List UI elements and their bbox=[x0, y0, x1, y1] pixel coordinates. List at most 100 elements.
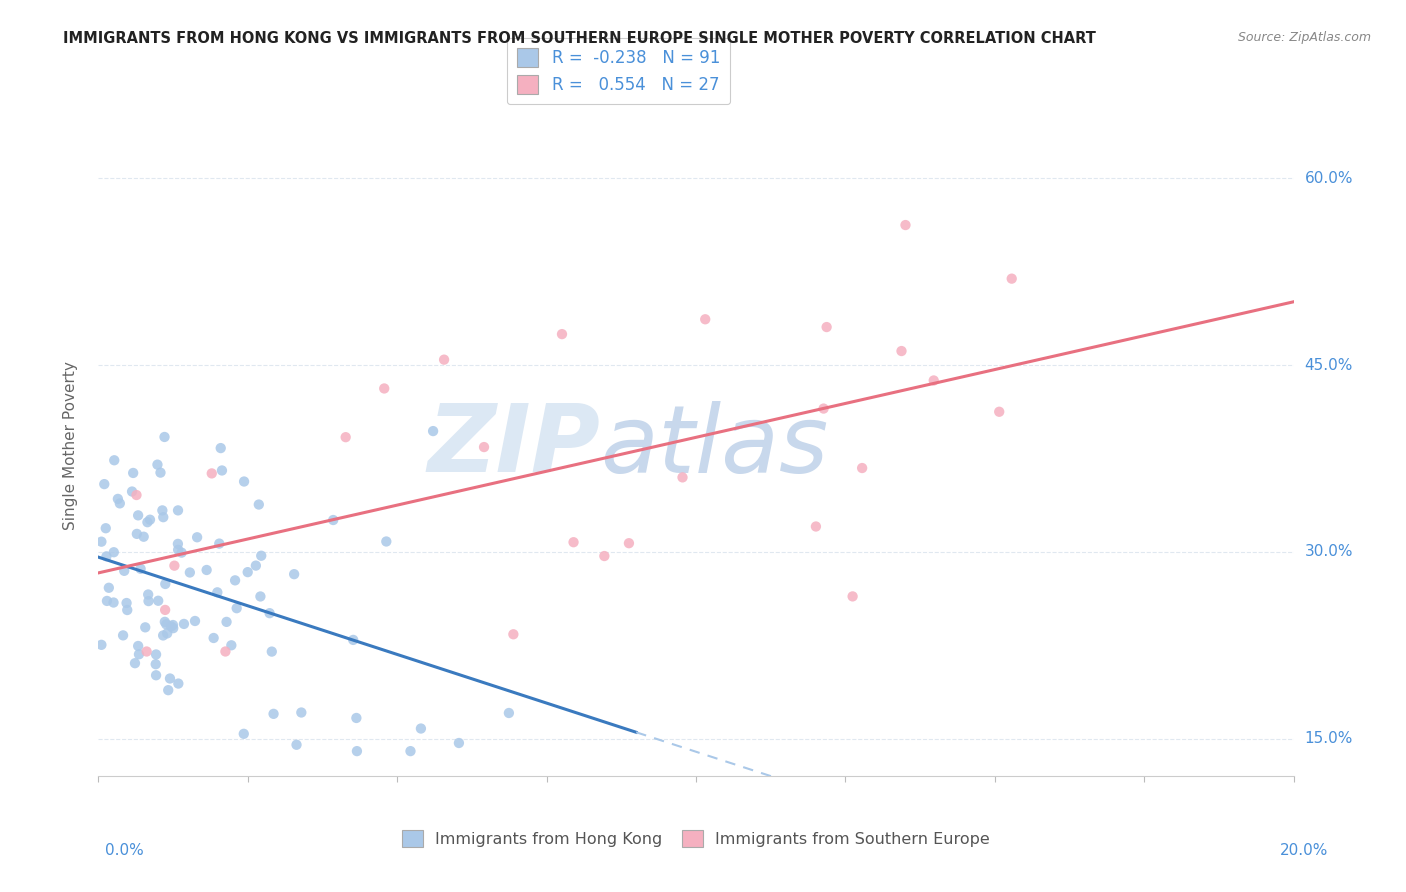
Point bbox=[136, 587, 159, 601]
Y-axis label: Single Mother Poverty: Single Mother Poverty bbox=[63, 361, 77, 531]
Point bbox=[433, 352, 456, 367]
Point bbox=[129, 562, 152, 576]
Point bbox=[145, 657, 167, 672]
Point bbox=[851, 461, 873, 475]
Point bbox=[107, 491, 129, 506]
Point bbox=[139, 513, 162, 527]
Point bbox=[562, 535, 585, 549]
Text: ZIP: ZIP bbox=[427, 400, 600, 492]
Point bbox=[112, 564, 135, 578]
Point bbox=[202, 631, 225, 645]
Point bbox=[167, 503, 190, 517]
Point bbox=[695, 312, 717, 326]
Point bbox=[127, 639, 149, 653]
Point bbox=[138, 594, 160, 608]
Point bbox=[153, 603, 176, 617]
Point bbox=[136, 515, 159, 529]
Point bbox=[153, 430, 176, 444]
Point bbox=[409, 722, 432, 736]
Point bbox=[179, 566, 201, 580]
Text: Source: ZipAtlas.com: Source: ZipAtlas.com bbox=[1237, 31, 1371, 45]
Point bbox=[815, 320, 838, 334]
Point bbox=[103, 595, 125, 609]
Point bbox=[115, 596, 138, 610]
Legend: Immigrants from Hong Kong, Immigrants from Southern Europe: Immigrants from Hong Kong, Immigrants fr… bbox=[395, 823, 997, 854]
Point bbox=[283, 567, 305, 582]
Point bbox=[344, 711, 367, 725]
Text: atlas: atlas bbox=[600, 401, 828, 491]
Point bbox=[211, 463, 233, 477]
Point bbox=[145, 668, 167, 682]
Point bbox=[162, 618, 184, 632]
Point bbox=[162, 621, 184, 635]
Point bbox=[249, 590, 271, 604]
Point bbox=[551, 327, 574, 342]
Point bbox=[617, 536, 640, 550]
Point bbox=[160, 619, 183, 633]
Point bbox=[841, 590, 863, 604]
Point bbox=[1001, 271, 1024, 285]
Point bbox=[593, 549, 616, 563]
Point bbox=[422, 424, 444, 438]
Point bbox=[250, 549, 273, 563]
Point bbox=[195, 563, 218, 577]
Point bbox=[245, 558, 267, 573]
Point bbox=[155, 577, 177, 591]
Text: 30.0%: 30.0% bbox=[1305, 544, 1353, 559]
Point bbox=[290, 706, 312, 720]
Point bbox=[148, 593, 170, 607]
Point bbox=[215, 615, 238, 629]
Point bbox=[90, 638, 112, 652]
Point bbox=[671, 470, 693, 484]
Point bbox=[922, 374, 945, 388]
Point bbox=[342, 632, 364, 647]
Point bbox=[152, 628, 174, 642]
Point bbox=[225, 601, 247, 615]
Point bbox=[134, 620, 156, 634]
Point bbox=[97, 581, 120, 595]
Point bbox=[96, 549, 118, 564]
Point bbox=[125, 488, 148, 502]
Point bbox=[170, 546, 193, 560]
Point bbox=[173, 616, 195, 631]
Point bbox=[159, 672, 181, 686]
Point bbox=[285, 738, 308, 752]
Text: 15.0%: 15.0% bbox=[1305, 731, 1353, 747]
Point bbox=[152, 510, 174, 524]
Point bbox=[813, 401, 835, 416]
Point bbox=[232, 727, 254, 741]
Point bbox=[890, 344, 912, 359]
Point bbox=[112, 628, 135, 642]
Point bbox=[346, 744, 368, 758]
Point bbox=[157, 683, 180, 698]
Point bbox=[145, 648, 167, 662]
Text: 0.0%: 0.0% bbox=[105, 843, 145, 858]
Point bbox=[236, 565, 259, 579]
Point bbox=[124, 656, 146, 670]
Point bbox=[184, 614, 207, 628]
Point bbox=[121, 484, 143, 499]
Point bbox=[988, 405, 1011, 419]
Point bbox=[214, 644, 236, 658]
Point bbox=[127, 508, 149, 523]
Point bbox=[167, 676, 190, 690]
Point bbox=[447, 736, 470, 750]
Point bbox=[224, 574, 246, 588]
Point bbox=[472, 440, 495, 454]
Point bbox=[103, 545, 125, 559]
Point bbox=[221, 638, 243, 652]
Point bbox=[322, 513, 344, 527]
Text: 20.0%: 20.0% bbox=[1281, 843, 1329, 858]
Point bbox=[263, 706, 285, 721]
Point bbox=[498, 706, 520, 720]
Point bbox=[135, 644, 157, 658]
Point bbox=[94, 521, 117, 535]
Point bbox=[260, 644, 283, 658]
Point bbox=[167, 537, 190, 551]
Point bbox=[155, 617, 177, 632]
Point bbox=[233, 475, 256, 489]
Point bbox=[108, 496, 131, 510]
Point bbox=[208, 536, 231, 550]
Text: 45.0%: 45.0% bbox=[1305, 358, 1353, 373]
Point bbox=[209, 441, 232, 455]
